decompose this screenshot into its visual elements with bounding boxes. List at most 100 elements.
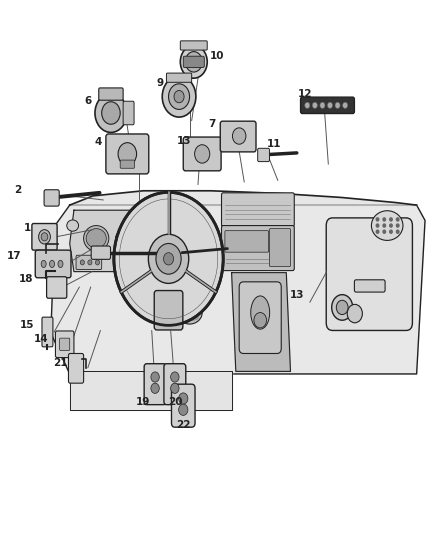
Ellipse shape [153, 315, 171, 320]
Text: 17: 17 [7, 251, 21, 261]
Circle shape [148, 235, 189, 284]
Circle shape [171, 372, 179, 382]
FancyBboxPatch shape [56, 331, 74, 358]
Circle shape [312, 102, 318, 108]
Circle shape [169, 84, 190, 109]
Text: 13: 13 [290, 289, 304, 300]
FancyBboxPatch shape [60, 338, 70, 350]
Polygon shape [51, 205, 425, 374]
Circle shape [347, 304, 362, 323]
Ellipse shape [80, 260, 85, 265]
FancyBboxPatch shape [144, 364, 166, 405]
Ellipse shape [41, 260, 46, 268]
Ellipse shape [153, 304, 171, 310]
Circle shape [396, 218, 399, 221]
FancyBboxPatch shape [44, 190, 59, 206]
Text: 21: 21 [53, 358, 67, 368]
Text: 2: 2 [14, 185, 21, 195]
Ellipse shape [67, 220, 78, 231]
Text: 1: 1 [24, 223, 31, 233]
Circle shape [383, 224, 385, 227]
Circle shape [320, 102, 325, 108]
Text: 20: 20 [168, 397, 183, 407]
Text: 18: 18 [19, 274, 33, 284]
Circle shape [156, 244, 181, 274]
Text: 4: 4 [95, 137, 102, 147]
Text: 12: 12 [298, 88, 312, 99]
Circle shape [390, 230, 392, 233]
Circle shape [102, 102, 120, 124]
Circle shape [332, 295, 353, 320]
FancyBboxPatch shape [225, 231, 268, 252]
FancyBboxPatch shape [76, 255, 102, 270]
Text: 9: 9 [156, 78, 163, 88]
Circle shape [390, 218, 392, 221]
Circle shape [95, 94, 127, 132]
Ellipse shape [251, 296, 270, 329]
Circle shape [390, 224, 392, 227]
Ellipse shape [150, 301, 175, 324]
FancyBboxPatch shape [32, 223, 57, 250]
FancyBboxPatch shape [123, 101, 134, 125]
Ellipse shape [116, 230, 132, 247]
Circle shape [151, 372, 159, 382]
Ellipse shape [254, 312, 266, 328]
Ellipse shape [41, 233, 48, 241]
Ellipse shape [181, 315, 198, 320]
FancyBboxPatch shape [120, 160, 134, 168]
FancyBboxPatch shape [354, 280, 385, 292]
Circle shape [185, 52, 202, 72]
Text: 22: 22 [176, 420, 191, 430]
Circle shape [396, 224, 399, 227]
FancyBboxPatch shape [222, 193, 294, 227]
Ellipse shape [88, 260, 92, 265]
Text: 10: 10 [209, 51, 224, 61]
Circle shape [376, 230, 379, 233]
FancyBboxPatch shape [99, 88, 123, 100]
Text: 14: 14 [34, 334, 49, 344]
FancyBboxPatch shape [42, 317, 53, 347]
FancyBboxPatch shape [183, 137, 221, 171]
Circle shape [171, 383, 179, 393]
Ellipse shape [84, 225, 109, 251]
FancyBboxPatch shape [180, 41, 207, 50]
Circle shape [162, 76, 196, 117]
Ellipse shape [371, 211, 403, 240]
Text: 15: 15 [19, 320, 34, 330]
FancyBboxPatch shape [68, 353, 84, 383]
Text: 11: 11 [266, 139, 281, 149]
FancyBboxPatch shape [164, 364, 186, 405]
Circle shape [335, 102, 340, 108]
Circle shape [383, 230, 385, 233]
Circle shape [194, 145, 210, 163]
Circle shape [328, 102, 332, 108]
Polygon shape [232, 273, 290, 372]
Text: 6: 6 [84, 96, 91, 106]
FancyBboxPatch shape [222, 225, 294, 271]
FancyBboxPatch shape [91, 246, 110, 260]
Circle shape [336, 300, 348, 314]
FancyBboxPatch shape [166, 73, 192, 82]
Ellipse shape [181, 310, 198, 316]
Circle shape [174, 91, 184, 103]
Text: 7: 7 [208, 119, 215, 130]
FancyBboxPatch shape [239, 282, 281, 353]
FancyBboxPatch shape [300, 97, 354, 114]
FancyBboxPatch shape [183, 56, 204, 68]
FancyBboxPatch shape [106, 134, 149, 174]
FancyBboxPatch shape [326, 218, 413, 330]
Circle shape [343, 102, 348, 108]
FancyBboxPatch shape [269, 229, 290, 266]
Circle shape [179, 393, 188, 404]
Circle shape [118, 143, 137, 165]
Circle shape [179, 404, 188, 415]
Circle shape [180, 45, 207, 78]
FancyBboxPatch shape [46, 277, 67, 298]
Ellipse shape [153, 310, 171, 316]
FancyBboxPatch shape [35, 250, 71, 278]
Circle shape [114, 192, 223, 325]
Ellipse shape [39, 230, 50, 244]
Ellipse shape [58, 260, 63, 268]
Ellipse shape [49, 260, 55, 268]
FancyBboxPatch shape [220, 121, 256, 152]
